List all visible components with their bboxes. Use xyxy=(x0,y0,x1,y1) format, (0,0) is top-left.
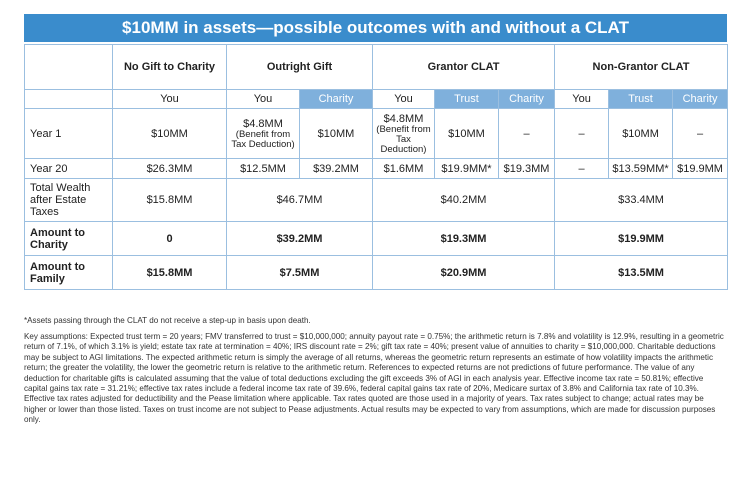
table-title: $10MM in assets—possible outcomes with a… xyxy=(24,14,727,42)
cell-amount-family-outright: $7.5MM xyxy=(226,255,373,290)
corner-cell-2 xyxy=(24,89,113,109)
footnote: *Assets passing through the CLAT do not … xyxy=(24,316,311,325)
cell-total-wealth-non-grantor: $33.4MM xyxy=(554,178,729,222)
row-label-amount-family: Amount to Family xyxy=(24,255,113,290)
subheader-grantor-you: You xyxy=(372,89,435,109)
cell-year1-outright-you-value: $4.8MM xyxy=(243,117,283,130)
cell-year1-grantor-you-note: (Benefit from Tax Deduction) xyxy=(376,123,431,155)
table-row-year1: Year 1 $10MM $4.8MM (Benefit from Tax De… xyxy=(24,108,729,159)
subheader-outright-you: You xyxy=(226,89,300,109)
cell-year1-no-gift-you: $10MM xyxy=(112,108,227,159)
subheader-no-gift-you: You xyxy=(112,89,227,109)
subheader-grantor-charity: Charity xyxy=(497,89,556,109)
row-label-total-wealth: Total Wealth after Estate Taxes xyxy=(24,178,113,222)
table-row-amount-charity: Amount to Charity 0 $39.2MM $19.3MM $19.… xyxy=(24,221,729,256)
outcomes-table: No Gift to Charity Outright Gift Grantor… xyxy=(24,44,729,290)
subheader-non-grantor-trust: Trust xyxy=(608,89,674,109)
cell-total-wealth-grantor: $40.2MM xyxy=(371,178,556,222)
cell-amount-family-no-gift: $15.8MM xyxy=(112,255,227,290)
corner-cell xyxy=(24,44,113,90)
cell-year20-outright-you: $12.5MM xyxy=(226,158,300,179)
subheader-outright-charity: Charity xyxy=(299,89,373,109)
cell-year1-non-grantor-charity: – xyxy=(672,108,729,159)
subheader-row: You You Charity You Trust Charity You Tr… xyxy=(24,89,729,109)
group-outright-gift: Outright Gift xyxy=(226,44,373,90)
cell-amount-charity-outright: $39.2MM xyxy=(226,221,373,256)
group-grantor-clat: Grantor CLAT xyxy=(371,44,556,90)
subheader-non-grantor-you: You xyxy=(554,89,610,109)
row-label-amount-charity: Amount to Charity xyxy=(24,221,113,256)
table-row-total-wealth: Total Wealth after Estate Taxes $15.8MM … xyxy=(24,178,729,222)
table-row-year20: Year 20 $26.3MM $12.5MM $39.2MM $1.6MM $… xyxy=(24,158,729,179)
cell-year1-outright-charity: $10MM xyxy=(299,108,373,159)
cell-year20-grantor-charity: $19.3MM xyxy=(497,158,556,179)
row-label-year20: Year 20 xyxy=(24,158,113,179)
cell-year1-grantor-you-value: $4.8MM xyxy=(383,112,424,125)
cell-year1-grantor-trust: $10MM xyxy=(434,108,499,159)
cell-year20-non-grantor-charity: $19.9MM xyxy=(672,158,729,179)
cell-year20-no-gift-you: $26.3MM xyxy=(112,158,227,179)
cell-year1-grantor-you: $4.8MM (Benefit from Tax Deduction) xyxy=(372,108,435,159)
cell-year20-non-grantor-trust: $13.59MM* xyxy=(608,158,674,179)
group-no-gift: No Gift to Charity xyxy=(112,44,227,90)
cell-amount-charity-no-gift: 0 xyxy=(112,221,227,256)
group-non-grantor-clat: Non-Grantor CLAT xyxy=(554,44,729,90)
cell-year1-non-grantor-trust: $10MM xyxy=(608,108,674,159)
subheader-non-grantor-charity: Charity xyxy=(672,89,729,109)
cell-year1-grantor-charity: – xyxy=(497,108,556,159)
table-row-amount-family: Amount to Family $15.8MM $7.5MM $20.9MM … xyxy=(24,255,729,290)
clat-comparison: $10MM in assets—possible outcomes with a… xyxy=(24,14,729,290)
cell-year20-non-grantor-you: – xyxy=(554,158,610,179)
cell-total-wealth-no-gift: $15.8MM xyxy=(112,178,227,222)
cell-year20-grantor-you: $1.6MM xyxy=(372,158,435,179)
cell-total-wealth-outright: $46.7MM xyxy=(226,178,373,222)
subheader-grantor-trust: Trust xyxy=(434,89,499,109)
row-label-year1: Year 1 xyxy=(24,108,113,159)
cell-amount-family-non-grantor: $13.5MM xyxy=(554,255,729,290)
cell-amount-charity-grantor: $19.3MM xyxy=(371,221,556,256)
cell-year20-grantor-trust: $19.9MM* xyxy=(434,158,499,179)
cell-amount-family-grantor: $20.9MM xyxy=(371,255,556,290)
cell-year20-outright-charity: $39.2MM xyxy=(299,158,373,179)
key-assumptions: Key assumptions: Expected trust term = 2… xyxy=(24,332,724,425)
cell-year1-outright-you-note: (Benefit from Tax Deduction) xyxy=(231,128,295,150)
cell-year1-outright-you: $4.8MM (Benefit from Tax Deduction) xyxy=(226,108,300,159)
cell-year1-non-grantor-you: – xyxy=(554,108,610,159)
cell-amount-charity-non-grantor: $19.9MM xyxy=(554,221,729,256)
group-header-row: No Gift to Charity Outright Gift Grantor… xyxy=(24,44,729,90)
